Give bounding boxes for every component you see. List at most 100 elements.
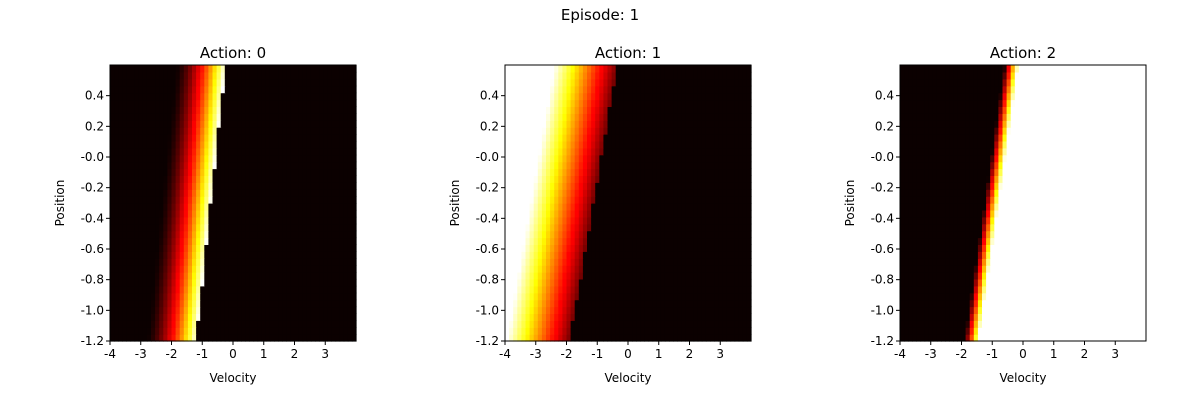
heatmap-cell xyxy=(204,147,209,156)
heatmap-cell xyxy=(351,292,357,301)
heatmap-cell xyxy=(529,168,535,176)
heatmap-cell xyxy=(142,175,148,183)
heatmap-cell xyxy=(718,127,723,135)
heatmap-cell xyxy=(163,237,168,245)
heatmap-cell xyxy=(261,175,267,183)
heatmap-cell xyxy=(261,92,267,101)
heatmap-cell xyxy=(126,106,132,114)
heatmap-cell xyxy=(554,313,559,321)
heatmap-cell xyxy=(200,320,205,328)
heatmap-cell xyxy=(562,285,568,294)
heatmap-cell xyxy=(677,251,682,259)
heatmap-cell xyxy=(294,154,300,163)
heatmap-cell xyxy=(327,147,332,156)
heatmap-cell xyxy=(615,71,621,80)
heatmap-cell xyxy=(208,134,214,142)
heatmap-cell xyxy=(1105,334,1110,342)
heatmap-cell xyxy=(167,265,173,273)
heatmap-cell xyxy=(513,299,518,308)
heatmap-cell xyxy=(1088,334,1094,342)
heatmap-cell xyxy=(554,258,559,266)
heatmap-cell xyxy=(253,334,259,342)
heatmap-cell xyxy=(685,161,691,170)
heatmap-cell xyxy=(212,285,218,294)
heatmap-cell xyxy=(233,92,238,101)
heatmap-cell xyxy=(701,189,707,197)
heatmap-cell xyxy=(253,189,259,197)
heatmap-cell xyxy=(664,161,670,170)
heatmap-cell xyxy=(163,175,168,183)
heatmap-cell xyxy=(591,223,596,232)
heatmap-cell xyxy=(718,237,723,245)
heatmap-cell xyxy=(611,320,617,328)
heatmap-cell xyxy=(566,168,572,176)
heatmap-cell xyxy=(623,154,629,163)
heatmap-cell xyxy=(546,127,551,135)
heatmap-cell xyxy=(537,292,543,301)
heatmap-cell xyxy=(327,92,332,101)
heatmap-cell xyxy=(204,237,209,245)
heatmap-cell xyxy=(347,237,353,245)
heatmap-cell xyxy=(640,147,645,156)
heatmap-cell xyxy=(595,99,600,107)
heatmap-cell xyxy=(652,285,658,294)
heatmap-cell xyxy=(562,113,568,121)
heatmap-cell xyxy=(233,299,238,308)
heatmap-cell xyxy=(587,306,592,314)
heatmap-cell xyxy=(179,258,185,266)
heatmap-cell xyxy=(537,154,543,163)
heatmap-cell xyxy=(257,99,263,107)
heatmap-cell xyxy=(159,120,164,128)
heatmap-cell xyxy=(722,65,727,73)
heatmap-cell xyxy=(159,140,164,149)
heatmap-cell xyxy=(648,327,654,335)
heatmap-cell xyxy=(652,320,658,328)
y-tick-label: -0.8 xyxy=(81,273,104,287)
heatmap-cell xyxy=(224,285,230,294)
heatmap-cell xyxy=(110,154,115,163)
heatmap-cell xyxy=(200,120,205,128)
heatmap-cell xyxy=(541,65,547,73)
heatmap-cell xyxy=(611,209,617,218)
heatmap-cell xyxy=(652,106,658,114)
heatmap-cell xyxy=(509,113,514,121)
heatmap-cell xyxy=(603,313,609,321)
heatmap-cell xyxy=(730,306,736,314)
heatmap-cell xyxy=(562,154,568,163)
heatmap-cell xyxy=(669,223,674,232)
heatmap-cell xyxy=(673,71,678,80)
heatmap-cell xyxy=(746,196,752,204)
heatmap-cell xyxy=(656,251,662,259)
heatmap-cell xyxy=(722,203,727,211)
heatmap-cell xyxy=(212,320,218,328)
heatmap-cell xyxy=(595,147,600,156)
heatmap-cell xyxy=(513,113,518,121)
heatmap-cell xyxy=(730,278,736,287)
heatmap-cell xyxy=(541,140,547,149)
heatmap-cell xyxy=(722,278,727,287)
heatmap-cell xyxy=(155,334,160,342)
heatmap-cell xyxy=(114,278,119,287)
heatmap-cell xyxy=(705,327,711,335)
heatmap-cell xyxy=(710,285,715,294)
heatmap-cell xyxy=(746,134,752,142)
heatmap-cell xyxy=(347,230,353,239)
heatmap-cell xyxy=(200,265,205,273)
heatmap-cell xyxy=(656,320,662,328)
heatmap-cell xyxy=(714,251,719,259)
heatmap-cell xyxy=(351,203,357,211)
heatmap-cell xyxy=(533,299,539,308)
heatmap-cell xyxy=(582,120,588,128)
heatmap-cell xyxy=(237,272,242,280)
heatmap-cell xyxy=(648,313,654,321)
heatmap-cell xyxy=(319,106,324,114)
heatmap-cell xyxy=(726,306,732,314)
heatmap-cell xyxy=(726,147,732,156)
heatmap-cell xyxy=(319,265,324,273)
heatmap-cell xyxy=(282,334,287,342)
heatmap-cell xyxy=(171,161,177,170)
heatmap-cell xyxy=(310,78,316,87)
heatmap-cell xyxy=(656,189,662,197)
heatmap-cell xyxy=(187,209,193,218)
heatmap-cell xyxy=(261,99,267,107)
